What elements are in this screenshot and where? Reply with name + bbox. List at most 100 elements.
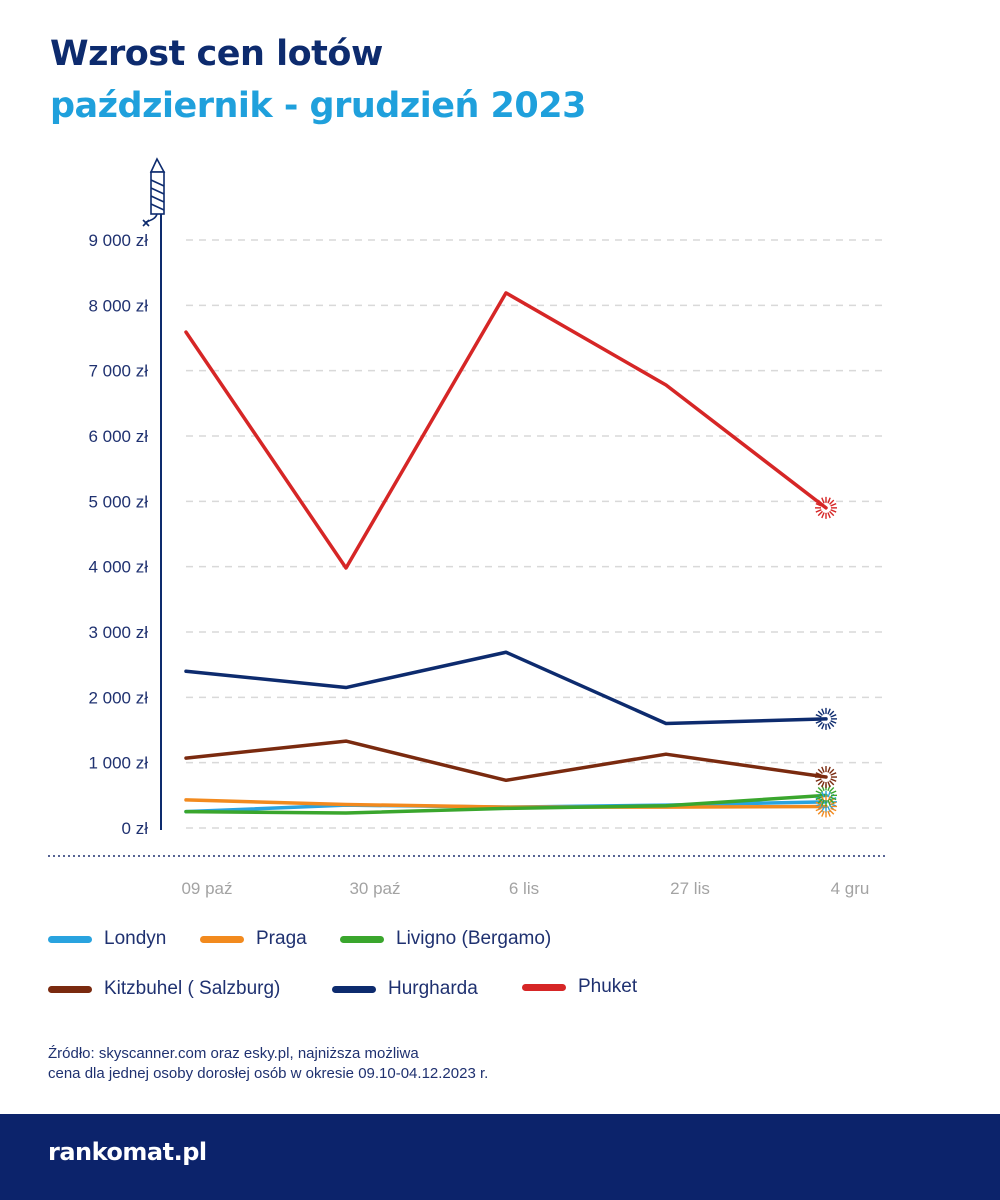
burst-ray	[817, 809, 823, 815]
burst-ray	[827, 766, 831, 773]
burst-ray	[827, 810, 831, 817]
legend-item-londyn: Londyn	[48, 928, 166, 950]
burst-ray	[815, 807, 822, 812]
source-line: Źródło: skyscanner.com oraz esky.pl, naj…	[48, 1045, 419, 1062]
source-line: cena dla jednej osoby dorosłej osób w ok…	[48, 1065, 489, 1082]
burst-ray	[829, 798, 835, 804]
y-tick-label: 3 000 zł	[88, 623, 148, 642]
firework-burst-icon	[815, 766, 837, 789]
x-tick-label: 30 paź	[349, 879, 400, 898]
burst-ray	[829, 787, 835, 793]
burst-ray	[815, 796, 822, 801]
y-tick-label: 6 000 zł	[88, 427, 148, 446]
burst-ray	[830, 778, 837, 782]
chart-subtitle: październik - grudzień 2023	[50, 86, 586, 126]
burst-ray	[829, 721, 835, 728]
burst-ray	[829, 780, 835, 786]
burst-ray	[821, 810, 825, 817]
y-tick-label: 0 zł	[122, 819, 149, 838]
y-tick-label: 8 000 zł	[88, 296, 148, 315]
burst-ray	[815, 790, 822, 795]
legend-item-kitzbuhel: Kitzbuhel ( Salzburg)	[48, 978, 280, 1000]
legend-label: Praga	[256, 928, 307, 949]
legend: Londyn Praga Livigno (Bergamo) Kitzbuhel…	[48, 928, 948, 1018]
source-note: Źródło: skyscanner.com oraz esky.pl, naj…	[48, 1044, 488, 1084]
burst-ray	[827, 497, 831, 504]
rocket-icon	[142, 157, 166, 227]
burst-ray	[829, 768, 835, 774]
legend-label: Livigno (Bergamo)	[396, 928, 552, 949]
burst-ray	[815, 503, 822, 507]
burst-ray	[829, 710, 835, 716]
series-line-5	[184, 650, 828, 726]
burst-ray	[830, 772, 837, 776]
legend-label: Londyn	[104, 928, 167, 949]
burst-ray	[817, 780, 823, 786]
burst-ray	[830, 503, 837, 507]
legend-item-livigno: Livigno (Bergamo)	[340, 928, 551, 950]
y-axis	[142, 157, 166, 830]
y-tick-labels: 0 zł 1 000 zł 2 000 zł 3 000 zł 4 000 zł 5 00…	[88, 231, 148, 838]
burst-ray	[821, 708, 825, 715]
burst-ray	[815, 720, 822, 724]
burst-ray	[830, 720, 837, 724]
series-line-4	[184, 739, 828, 783]
burst-ray	[817, 510, 823, 517]
y-tick-label: 1 000 zł	[88, 754, 148, 773]
series-line-3	[184, 793, 828, 815]
burst-ray	[830, 714, 837, 718]
burst-ray	[815, 772, 822, 776]
burst-ray	[817, 787, 823, 793]
burst-ray	[821, 799, 825, 806]
burst-ray	[817, 721, 823, 728]
line-chart: 0 zł 1 000 zł 2 000 zł 3 000 zł 4 000 zł 5 00…	[48, 157, 886, 898]
legend-swatch	[340, 935, 384, 943]
y-tick-label: 5 000 zł	[88, 492, 148, 511]
burst-ray	[830, 790, 837, 795]
legend-swatch	[332, 985, 376, 993]
burst-ray	[830, 807, 837, 812]
legend-swatch	[522, 983, 566, 991]
y-tick-label: 7 000 zł	[88, 362, 148, 381]
burst-ray	[829, 499, 835, 505]
burst-ray	[817, 710, 823, 716]
burst-ray	[815, 714, 822, 718]
x-tick-labels: 09 paź 30 paź 6 lis 27 lis 4 gru	[181, 879, 869, 898]
burst-ray	[827, 708, 831, 715]
burst-ray	[821, 497, 825, 504]
legend-swatch	[48, 985, 92, 993]
burst-ray	[827, 723, 831, 730]
series-line-6	[184, 291, 828, 570]
legend-swatch	[200, 935, 244, 943]
y-tick-label: 2 000 zł	[88, 688, 148, 707]
burst-ray	[821, 781, 825, 788]
burst-ray	[829, 809, 835, 815]
burst-ray	[821, 723, 825, 730]
chart-title: Wzrost cen lotów	[50, 34, 383, 74]
firework-burst-icon	[815, 707, 837, 730]
burst-ray	[829, 510, 835, 517]
burst-ray	[815, 509, 822, 513]
burst-ray	[817, 499, 823, 505]
legend-swatch	[48, 935, 92, 943]
firework-burst-icon	[815, 496, 837, 519]
burst-ray	[827, 512, 831, 519]
x-tick-label: 27 lis	[670, 879, 710, 898]
footer-bar: rankomat.pl	[0, 1114, 1000, 1200]
grid-lines	[186, 239, 886, 829]
burst-ray	[821, 766, 825, 773]
burst-ray	[817, 768, 823, 774]
burst-ray	[821, 512, 825, 519]
burst-ray	[830, 509, 837, 513]
legend-label: Phuket	[578, 976, 638, 997]
legend-label: Kitzbuhel ( Salzburg)	[104, 978, 281, 999]
x-tick-label: 6 lis	[509, 879, 539, 898]
burst-ray	[827, 791, 831, 798]
firework-end-markers	[815, 496, 837, 818]
burst-ray	[821, 791, 825, 798]
burst-ray	[827, 799, 831, 806]
x-tick-label: 4 gru	[831, 879, 870, 898]
legend-item-praga: Praga	[200, 928, 307, 950]
burst-ray	[827, 781, 831, 788]
legend-item-hurgharda: Hurgharda	[332, 978, 478, 1000]
